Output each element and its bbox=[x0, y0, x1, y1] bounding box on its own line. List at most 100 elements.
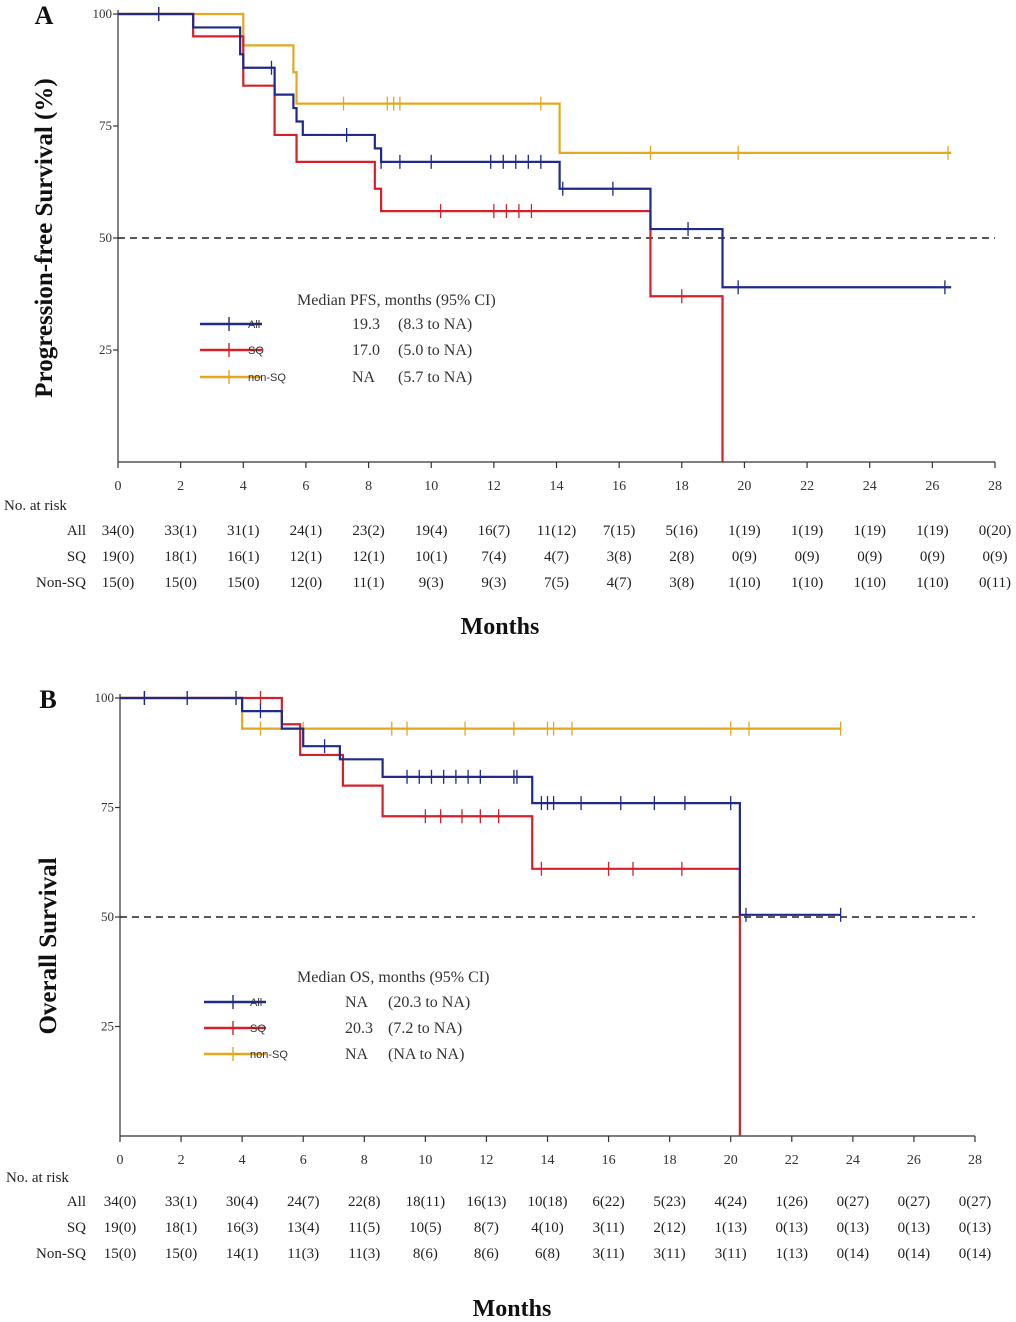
risk-cell: 15(0) bbox=[104, 1246, 137, 1262]
km-curve-All bbox=[118, 12, 952, 289]
risk-cell: 11(5) bbox=[348, 1220, 380, 1236]
risk-cell: 10(18) bbox=[528, 1194, 568, 1210]
risk-cell: 10(5) bbox=[409, 1220, 442, 1236]
risk-cell: 0(9) bbox=[983, 549, 1008, 565]
risk-cell: 0(14) bbox=[959, 1246, 992, 1262]
risk-cell: 18(1) bbox=[164, 549, 197, 565]
risk-cell: 0(27) bbox=[837, 1194, 870, 1210]
x-tick-label: 8 bbox=[365, 479, 372, 494]
risk-cell: 3(8) bbox=[669, 575, 694, 591]
risk-cell: 4(24) bbox=[714, 1194, 747, 1210]
risk-cell: 15(0) bbox=[227, 575, 260, 591]
risk-cell: 1(19) bbox=[791, 523, 824, 539]
risk-table-header: No. at risk bbox=[4, 498, 67, 514]
risk-cell: 9(3) bbox=[419, 575, 444, 591]
risk-cell: 1(13) bbox=[776, 1246, 809, 1262]
x-tick-label: 6 bbox=[300, 1153, 307, 1168]
risk-cell: 19(0) bbox=[104, 1220, 137, 1236]
risk-cell: 1(10) bbox=[791, 575, 824, 591]
legend-median-SQ: 17.0 bbox=[352, 342, 380, 359]
x-tick-label: 4 bbox=[240, 479, 247, 494]
x-tick-label: 4 bbox=[239, 1153, 246, 1168]
risk-cell: 34(0) bbox=[102, 523, 135, 539]
risk-cell: 0(13) bbox=[959, 1220, 992, 1236]
risk-cell: 0(9) bbox=[920, 549, 945, 565]
x-tick-label: 22 bbox=[800, 479, 814, 494]
x-tick-label: 26 bbox=[925, 479, 939, 494]
y-tick-label: 25 bbox=[99, 342, 112, 357]
x-tick-label: 24 bbox=[846, 1153, 860, 1168]
risk-cell: 33(1) bbox=[164, 523, 197, 539]
x-tick-label: 24 bbox=[863, 479, 877, 494]
risk-cell: 0(11) bbox=[979, 575, 1011, 591]
risk-cell: 7(5) bbox=[544, 575, 569, 591]
legend-ci-All: (20.3 to NA) bbox=[388, 994, 470, 1011]
risk-cell: 1(19) bbox=[728, 523, 761, 539]
risk-cell: 1(10) bbox=[916, 575, 949, 591]
risk-row-label: SQ bbox=[67, 549, 86, 565]
risk-cell: 23(2) bbox=[352, 523, 385, 539]
x-tick-label: 2 bbox=[177, 479, 184, 494]
km-curve-SQ bbox=[120, 696, 741, 1136]
y-tick-label: 100 bbox=[93, 6, 113, 21]
panel-label: A bbox=[35, 1, 54, 30]
x-tick-label: 0 bbox=[115, 479, 122, 494]
risk-cell: 0(9) bbox=[857, 549, 882, 565]
risk-row-label: Non-SQ bbox=[36, 1246, 86, 1262]
risk-cell: 6(22) bbox=[592, 1194, 625, 1210]
legend-label-All: All bbox=[248, 319, 260, 331]
legend-median-All: 19.3 bbox=[352, 316, 380, 333]
x-tick-label: 12 bbox=[479, 1153, 493, 1168]
x-tick-label: 12 bbox=[487, 479, 501, 494]
risk-cell: 0(13) bbox=[837, 1220, 870, 1236]
legend-title: Median PFS, months (95% CI) bbox=[297, 292, 496, 309]
x-tick-label: 16 bbox=[602, 1153, 616, 1168]
risk-cell: 12(1) bbox=[290, 549, 323, 565]
risk-row-label: Non-SQ bbox=[36, 575, 86, 591]
legend-ci-All: (8.3 to NA) bbox=[398, 316, 472, 333]
x-tick-label: 18 bbox=[675, 479, 689, 494]
panel-label: B bbox=[39, 685, 56, 714]
legend-ci-SQ: (5.0 to NA) bbox=[398, 342, 472, 359]
legend-label-All: All bbox=[250, 997, 262, 1009]
x-tick-label: 28 bbox=[988, 479, 1002, 494]
risk-row-label: All bbox=[67, 523, 86, 539]
risk-cell: 33(1) bbox=[165, 1194, 198, 1210]
x-tick-label: 6 bbox=[302, 479, 309, 494]
km-curve-All bbox=[120, 696, 841, 916]
y-tick-label: 50 bbox=[99, 230, 112, 245]
y-tick-label: 50 bbox=[101, 909, 114, 924]
risk-cell: 12(0) bbox=[290, 575, 323, 591]
risk-cell: 4(7) bbox=[607, 575, 632, 591]
risk-cell: 7(4) bbox=[481, 549, 506, 565]
risk-cell: 4(10) bbox=[531, 1220, 564, 1236]
x-tick-label: 2 bbox=[178, 1153, 185, 1168]
y-tick-label: 75 bbox=[101, 800, 114, 815]
risk-cell: 0(27) bbox=[959, 1194, 992, 1210]
risk-cell: 16(3) bbox=[226, 1220, 259, 1236]
legend-label-non-SQ: non-SQ bbox=[248, 372, 286, 384]
risk-cell: 2(12) bbox=[653, 1220, 686, 1236]
risk-cell: 15(0) bbox=[165, 1246, 198, 1262]
risk-cell: 0(14) bbox=[837, 1246, 870, 1262]
risk-cell: 24(1) bbox=[290, 523, 323, 539]
y-axis-title: Progression-free Survival (%) bbox=[31, 78, 58, 397]
risk-cell: 3(8) bbox=[607, 549, 632, 565]
legend-median-SQ: 20.3 bbox=[345, 1020, 373, 1037]
legend-label-non-SQ: non-SQ bbox=[250, 1049, 288, 1061]
risk-cell: 6(8) bbox=[535, 1246, 560, 1262]
legend-ci-SQ: (7.2 to NA) bbox=[388, 1020, 462, 1037]
risk-cell: 18(11) bbox=[406, 1194, 445, 1210]
risk-cell: 3(11) bbox=[593, 1220, 625, 1236]
risk-cell: 16(7) bbox=[478, 523, 511, 539]
risk-cell: 22(8) bbox=[348, 1194, 381, 1210]
x-tick-label: 14 bbox=[550, 479, 564, 494]
y-tick-label: 25 bbox=[101, 1019, 114, 1034]
x-tick-label: 18 bbox=[663, 1153, 677, 1168]
risk-cell: 4(7) bbox=[544, 549, 569, 565]
legend-label-SQ: SQ bbox=[250, 1023, 266, 1035]
legend-median-non-SQ: NA bbox=[352, 369, 376, 386]
risk-cell: 0(20) bbox=[979, 523, 1012, 539]
